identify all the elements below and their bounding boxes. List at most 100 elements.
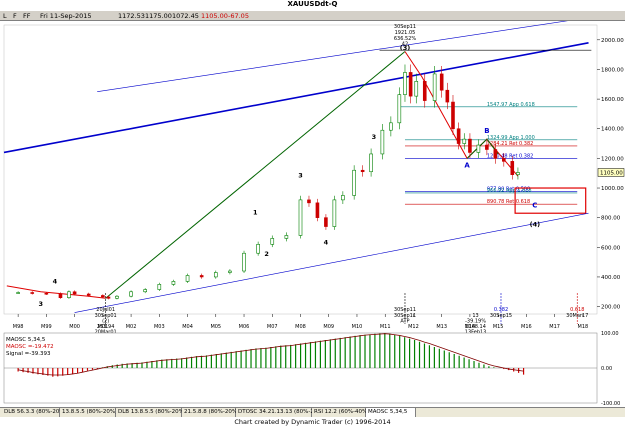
candle-body (199, 275, 204, 278)
filter-button[interactable]: F (13, 12, 17, 20)
time-tick-label: M15 (493, 324, 504, 330)
wave-label: C (532, 201, 537, 209)
candle-body (332, 199, 337, 227)
price-chart[interactable]: 200.00 400.00 600.00 800.00 1000.00 1200.00 1 4… (0, 21, 625, 407)
time-annotation: -39.19% (465, 319, 486, 325)
fib-label: 977.90 Ret 0.500 (487, 186, 530, 192)
candle-body (298, 199, 303, 236)
last-price-box (597, 168, 625, 177)
time-tick-label: M08 (295, 324, 306, 330)
candle-body (30, 292, 35, 294)
wave-label: 4 (324, 238, 329, 246)
time-tick-label: M12 (408, 324, 419, 330)
lower-channel-line (74, 212, 589, 313)
time-tick-label: M10 (352, 324, 363, 330)
indicator-tab-rsi[interactable]: RSI 12.2 (60%-40%) (312, 408, 370, 417)
time-annotation: 13 (472, 313, 478, 319)
fib-label: 1547.97 App 0.618 (487, 102, 535, 108)
candle-body (270, 238, 275, 245)
indicator-tab-dtosc[interactable]: DTOSC 34.21.13.13 (80%-20%) (236, 408, 325, 417)
price-tick-label: 1800.00 (601, 67, 624, 73)
time-marker-label: 0.618 (570, 307, 584, 313)
lock-button[interactable]: L (3, 12, 7, 20)
candle-body (369, 153, 373, 173)
time-tick-label: M14 (465, 324, 476, 330)
candle-body (414, 81, 419, 97)
candle-body (462, 138, 467, 144)
price-tick-label: 1000.00 (601, 186, 624, 192)
candle-body (403, 72, 407, 95)
peak-annotation: 30Sep11 (394, 24, 416, 30)
candle-body (516, 172, 520, 175)
wave-label: 2 (264, 250, 269, 258)
candle-body (476, 144, 481, 153)
indicator-tab-13-8[interactable]: 13.8.5.5 (80%-20%) (60, 408, 118, 417)
upper-channel-line (97, 21, 568, 92)
wave-line-advance (105, 51, 406, 299)
indicator-tabs: DLB 56.3.3 (80%-20%) 13.8.5.5 (80%-20%) … (0, 407, 625, 417)
candle-body (171, 281, 176, 285)
candle-body (510, 161, 515, 175)
peak-annotation: 42 (402, 42, 408, 48)
candle-body (157, 284, 162, 290)
candle-body (485, 144, 489, 150)
price-tick-label: 200.00 (601, 305, 621, 311)
time-tick-label: M09 (323, 324, 334, 330)
trendlines (3, 21, 592, 313)
candle-body (185, 275, 190, 282)
time-tick-label: M17 (549, 324, 560, 330)
candle-body (101, 295, 105, 298)
candle-body (389, 122, 393, 131)
time-annotation: (2) (102, 319, 109, 325)
indicator-tab-21-5[interactable]: 21.5.8.8 (80%-20%) (182, 408, 240, 417)
time-tick-label: M02 (126, 324, 137, 330)
indicator-tab-dlb-13[interactable]: DLB 13.8.5.5 (80%-20%) (116, 408, 187, 417)
time-annotation: ATP (400, 319, 409, 325)
wave-label: (3) (400, 44, 410, 52)
fib-label: 966.92 App 1.618 (487, 188, 532, 194)
price-tick-label: 800.00 (601, 216, 621, 222)
indicator-tab-maosc[interactable]: MAOSC 5,34,5 (366, 408, 416, 417)
fib-label: 1324.99 App 1.000 (487, 135, 535, 141)
bar-open: 1172.53 (118, 12, 145, 20)
price-tick-label: 400.00 (601, 275, 621, 281)
wave-label: 3 (298, 172, 303, 180)
candle-body (228, 270, 232, 273)
main-trendline (3, 41, 589, 154)
candle-body (432, 73, 437, 101)
fast-forward-button[interactable]: FF (23, 12, 31, 20)
time-annotation: 13Feb13 (465, 330, 487, 336)
wave-label: 3 (372, 133, 377, 141)
bar-close: 1105.00 (201, 12, 228, 20)
time-marker-label: 0.382 (494, 307, 508, 313)
candle-body (106, 296, 111, 299)
price-tick-label: 1200.00 (601, 156, 624, 162)
time-tick-label: M06 (239, 324, 250, 330)
indicator-tab-dlb-56[interactable]: DLB 56.3.3 (80%-20%) (2, 408, 67, 417)
macd-signal-line (18, 333, 524, 376)
time-annotation: 20Mar01 (95, 330, 117, 336)
target-zone-box (514, 187, 587, 214)
fib-label: 890.78 Ret 0.618 (487, 199, 530, 205)
candle-body (213, 272, 218, 278)
bar-date: Fri 11-Sep-2015 (40, 12, 92, 20)
time-tick-label: M16 (521, 324, 532, 330)
wave-label: 1 (253, 209, 258, 217)
candle-body (86, 293, 91, 296)
time-axis: M98 M99 M00 M01 M02 M03 M04 M05 M06 M07 M08 M09 M10 M… (13, 293, 588, 336)
time-annotation: 30Sep11 (394, 313, 416, 319)
candle-body (439, 73, 444, 91)
candle-body (58, 293, 63, 298)
candle-body (493, 149, 498, 159)
price-axis: 200.00 400.00 600.00 800.00 1000.00 1200.00 14… (597, 38, 625, 311)
price-tick-label: 600.00 (601, 245, 621, 251)
candle-body (72, 291, 77, 295)
time-tick-label: M13 (436, 324, 447, 330)
fib-label: 1284.21 Ret 0.382 (487, 141, 533, 147)
time-tick-label: M01 (97, 324, 108, 330)
wave-label: A (464, 161, 470, 169)
candle-body (397, 94, 402, 124)
macd-tick-label: 100.00 (601, 331, 619, 337)
macd-legend-name: MAOSC 5,34,5 (6, 337, 46, 343)
time-tick-label: M11 (380, 324, 391, 330)
